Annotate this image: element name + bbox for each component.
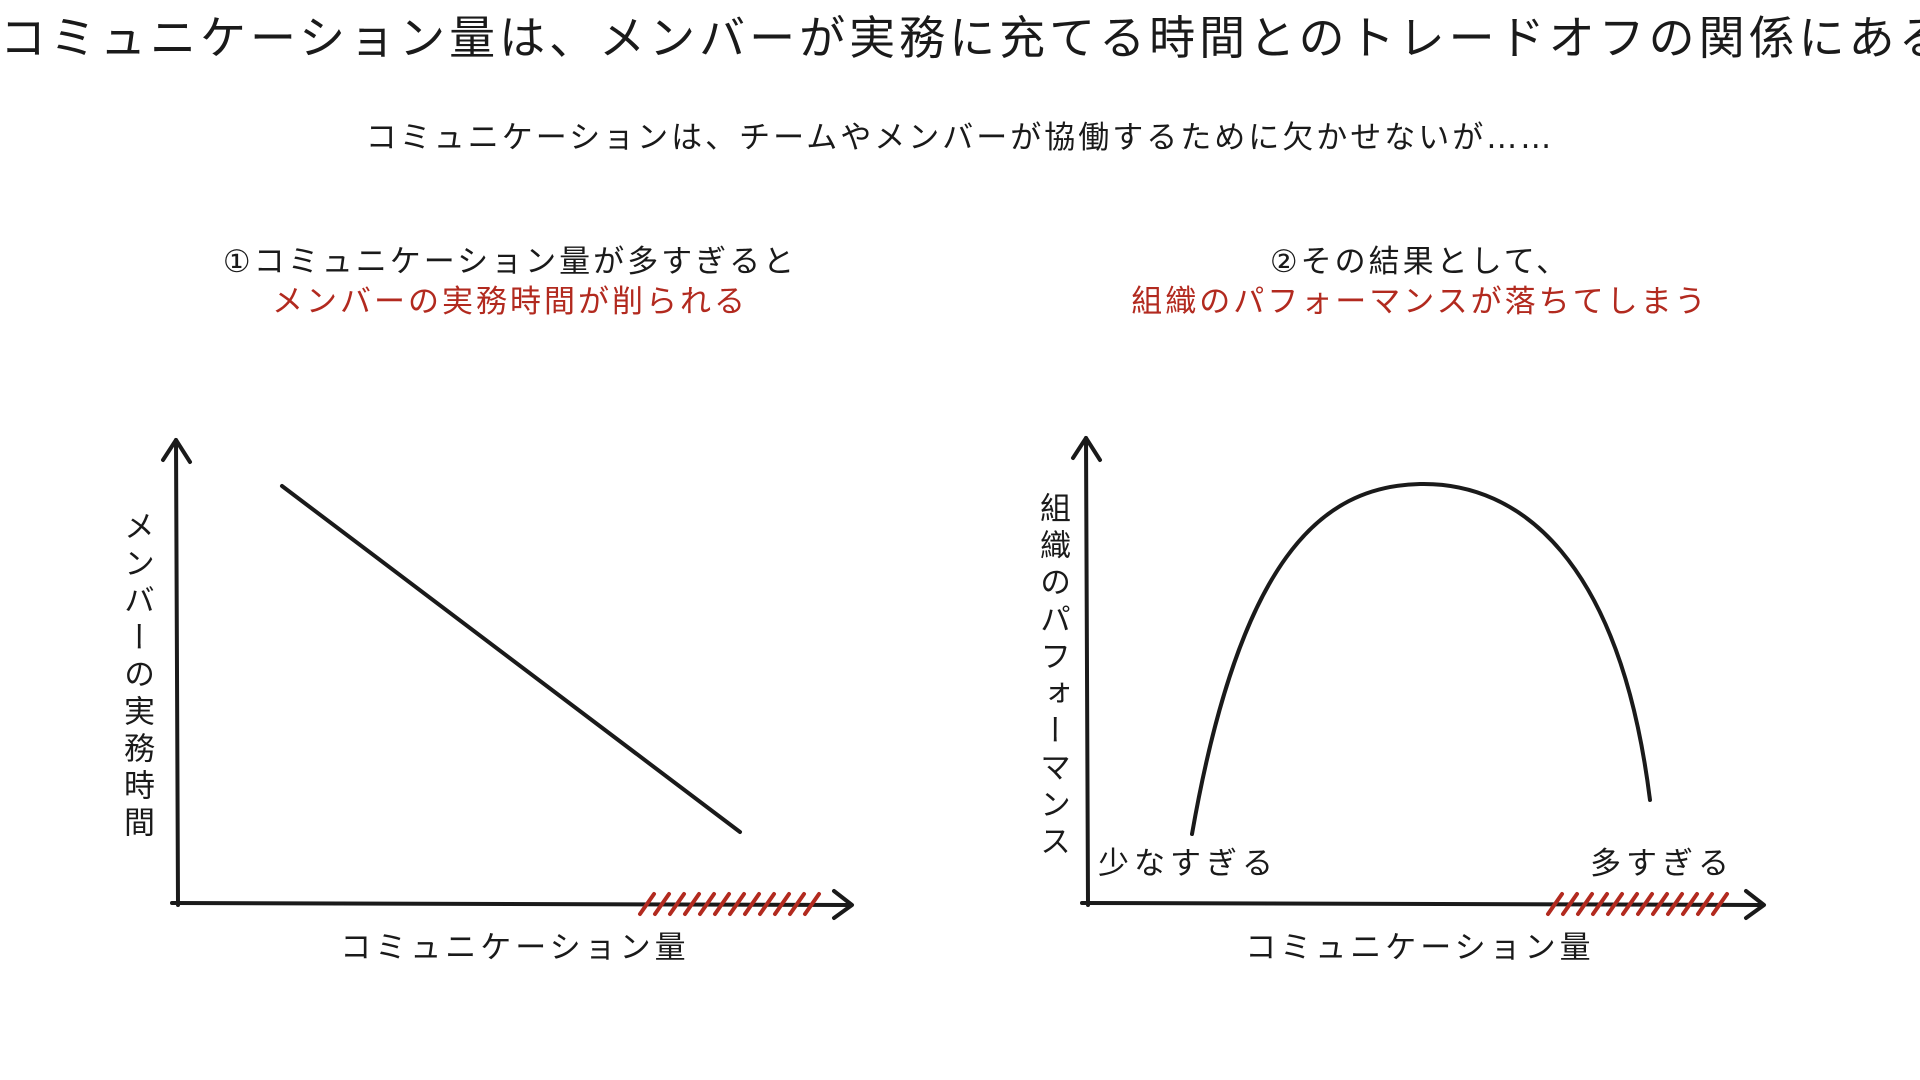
left-x-axis-label: コミュニケーション量 [340, 930, 690, 966]
right-caption-line2: 組織のパフォーマンスが落ちてしまう [1131, 284, 1709, 320]
right-y-axis [1084, 436, 1090, 907]
left-decline-line [280, 484, 742, 834]
left-panel-caption: ①コミュニケーション量が多すぎると メンバーの実務時間が削られる [60, 242, 960, 322]
left-caption-line2: メンバーの実務時間が削られる [272, 284, 748, 320]
right-excess-hatching [1546, 892, 1729, 916]
left-y-axis [174, 438, 180, 907]
headline: コミュニケーション量は、メンバーが実務に充てる時間とのトレードオフの関係にある [0, 11, 1920, 65]
label-too-few: 少なすぎる [1098, 846, 1278, 882]
left-x-axis [170, 901, 852, 907]
right-panel-caption: ②その結果として、 組織のパフォーマンスが落ちてしまう [970, 242, 1870, 322]
left-y-axis-label: メンバーの実務時間 [118, 510, 154, 843]
right-x-axis [1080, 901, 1764, 907]
label-too-many: 多すぎる [1590, 846, 1734, 882]
right-axes [1071, 436, 1766, 920]
right-x-axis-label: コミュニケーション量 [1245, 930, 1595, 966]
left-x-arrowhead [832, 889, 854, 920]
right-y-axis-label: 組織のパフォーマンス [1034, 492, 1070, 862]
left-excess-hatching [638, 892, 821, 916]
left-axes [161, 438, 854, 920]
right-y-arrowhead [1071, 436, 1102, 462]
right-x-arrowhead [1744, 889, 1766, 920]
left-y-arrowhead [161, 438, 192, 464]
right-caption-line1: ②その結果として、 [1269, 244, 1571, 280]
subheadline: コミュニケーションは、チームやメンバーが協働するために欠かせないが…… [365, 120, 1555, 156]
left-caption-line1: ①コミュニケーション量が多すぎると [222, 244, 798, 280]
right-performance-curve [1190, 481, 1652, 836]
